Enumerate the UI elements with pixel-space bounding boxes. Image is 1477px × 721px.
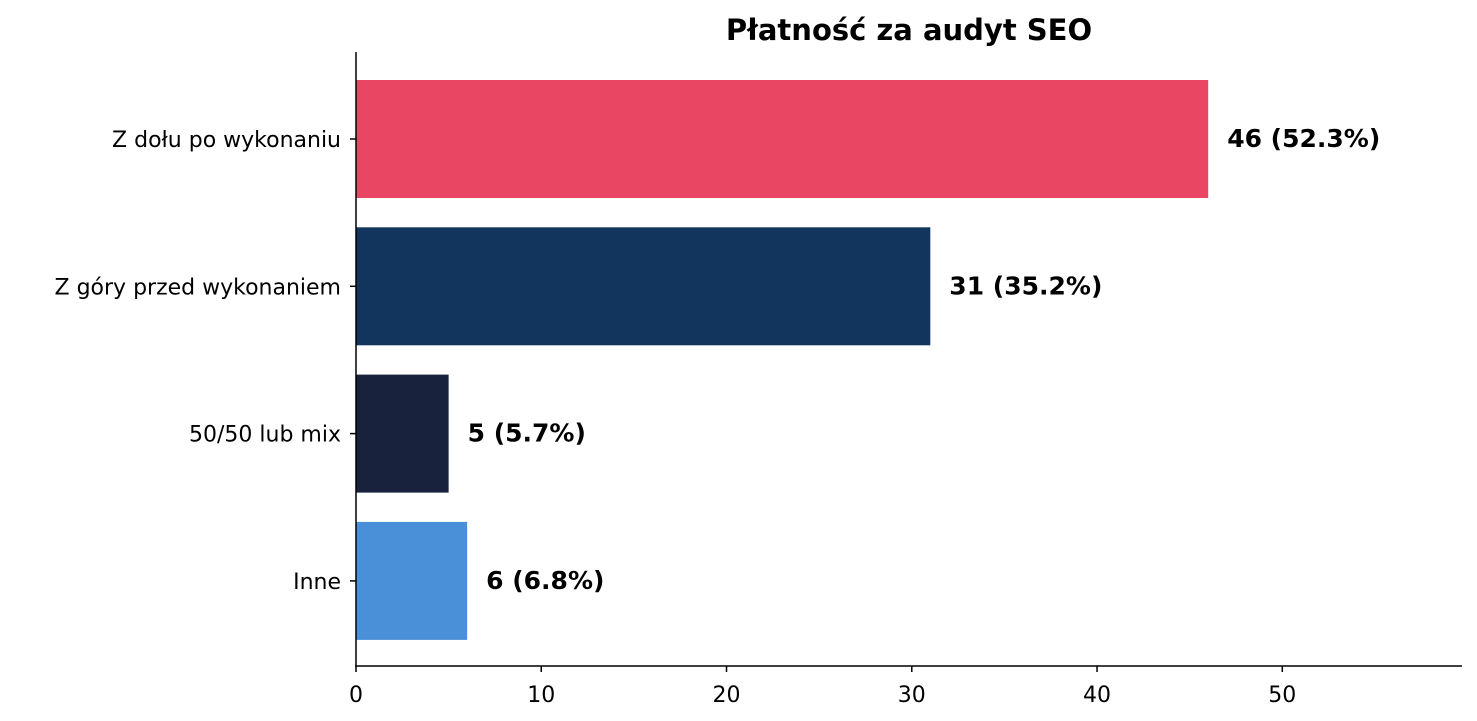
bar [356,227,931,346]
data-labels: 46 (52.3%) 31 (35.2%) 5 (5.7%) 6 (6.8%) [468,124,1381,595]
y-tick-label: Z góry przed wykonaniem [55,275,341,300]
bars-group [356,80,1209,640]
y-tick-labels: Z dołu po wykonaniu Z góry przed wykonani… [55,128,356,595]
x-tick-label: 50 [1268,683,1296,708]
x-axis: 0 10 20 30 40 50 [349,666,1296,708]
y-tick-label: Z dołu po wykonaniu [112,128,341,153]
y-tick-label: Inne [293,570,341,595]
data-label: 31 (35.2%) [949,271,1102,300]
data-label: 46 (52.3%) [1227,124,1380,153]
bar [356,374,449,493]
data-label: 5 (5.7%) [468,419,586,448]
chart-title: Płatność za audyt SEO [726,13,1092,47]
x-tick-label: 10 [527,683,555,708]
x-tick-label: 40 [1083,683,1111,708]
y-tick-label: 50/50 lub mix [189,423,341,448]
x-tick-label: 0 [349,683,363,708]
bar [356,521,468,640]
bar [356,80,1209,198]
x-tick-label: 20 [713,683,741,708]
x-tick-label: 30 [898,683,926,708]
data-label: 6 (6.8%) [486,566,604,595]
